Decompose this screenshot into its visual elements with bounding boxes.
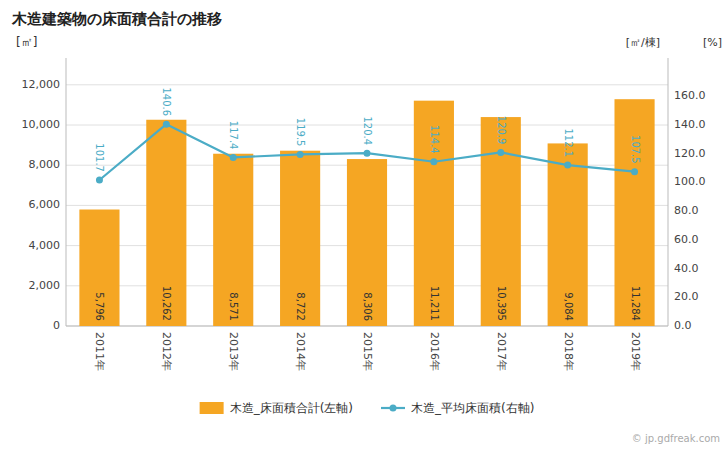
line-marker	[230, 154, 237, 161]
grid	[66, 85, 668, 326]
y2-tick-label: 100.0	[674, 175, 706, 188]
y-tick-label: 6,000	[29, 198, 61, 211]
line-marker	[497, 149, 504, 156]
legend-item: 木造_床面積合計(左軸)	[200, 401, 353, 415]
y2-axis-line	[668, 58, 669, 326]
bar-data-label: 9,084	[563, 292, 574, 321]
bar-data-label: 5,796	[94, 292, 105, 321]
data-labels: 5,796 10,262 8,571 8,722 8,306 11,211 10,395 9,…	[94, 88, 640, 321]
legend-swatch	[200, 402, 224, 414]
x-tick-label: 2017年	[495, 332, 508, 371]
x-tick-label: 2014年	[294, 332, 307, 371]
y-axis-line	[66, 58, 67, 326]
legend-label: 木造_床面積合計(左軸)	[230, 401, 353, 415]
bar	[280, 151, 320, 326]
bar	[481, 117, 521, 326]
annotation: [%]	[703, 36, 722, 49]
y-axis-label: [㎡]	[16, 35, 37, 49]
line-marker	[430, 158, 437, 165]
y-tick-label: 8,000	[29, 158, 61, 171]
line-data-label: 140.6	[161, 88, 172, 117]
line-data-label: 101.7	[94, 143, 105, 172]
bar-data-label: 11,284	[630, 286, 641, 321]
y2-axis-label: [㎡/棟]	[626, 36, 660, 49]
y2-tick-label: 160.0	[674, 89, 706, 102]
x-tick-label: 2018年	[562, 332, 575, 371]
y-tick-label: 4,000	[29, 239, 61, 252]
watermark: © jp.gdfreak.com	[632, 433, 720, 444]
legend-label: 木造_平均床面積(右軸)	[411, 401, 534, 415]
y-tick-label: 0	[53, 319, 60, 332]
line-data-label: 117.4	[228, 121, 239, 150]
grid-line	[66, 84, 668, 85]
y-tick-label: 12,000	[22, 78, 61, 91]
y2-tick-label: 40.0	[674, 262, 699, 275]
title: 木造建築物の床面積合計の推移	[11, 10, 222, 28]
legend: 木造_床面積合計(左軸) 木造_平均床面積(右軸)	[200, 401, 535, 415]
bar-data-label: 10,395	[496, 286, 507, 321]
bar-data-label: 11,211	[429, 286, 440, 321]
x-tick-label: 2011年	[93, 332, 106, 371]
y-tick-label: 10,000	[22, 118, 61, 131]
x-tick-label: 2019年	[629, 332, 642, 371]
bar	[213, 154, 253, 326]
bar-data-label: 8,306	[362, 292, 373, 321]
legend-item: 木造_平均床面積(右軸)	[381, 401, 534, 415]
x-tick-label: 2015年	[361, 332, 374, 371]
bar	[146, 120, 186, 326]
marks	[79, 99, 654, 326]
y2-tick-label: 80.0	[674, 204, 699, 217]
line-data-label: 107.5	[630, 135, 641, 164]
y2-tick-label: 0.0	[674, 319, 692, 332]
line-data-label: 120.4	[362, 117, 373, 146]
legend-marker	[390, 405, 397, 412]
line-marker	[297, 151, 304, 158]
x-tick-label: 2016年	[428, 332, 441, 371]
line-marker	[163, 121, 170, 128]
x-tick-label: 2012年	[160, 332, 173, 371]
line-marker	[364, 150, 371, 157]
line-data-label: 114.4	[429, 125, 440, 154]
line-marker	[564, 162, 571, 169]
bar-data-label: 10,262	[161, 286, 172, 321]
bar	[548, 143, 588, 326]
bar-data-label: 8,571	[228, 292, 239, 321]
y2-tick-label: 20.0	[674, 290, 699, 303]
line-data-label: 112.1	[563, 128, 574, 157]
chart-svg: 木造建築物の床面積合計の推移 0 2,000 4,000 6,000 8,000 10,00…	[0, 0, 728, 450]
bar	[79, 210, 119, 326]
bar	[414, 101, 454, 326]
bar	[614, 99, 654, 326]
line-data-label: 120.9	[496, 116, 507, 145]
y2-tick-label: 60.0	[674, 233, 699, 246]
bar-data-label: 8,722	[295, 292, 306, 321]
y-tick-label: 2,000	[29, 279, 61, 292]
bar	[347, 159, 387, 326]
line-marker	[631, 168, 638, 175]
y2-tick-label: 140.0	[674, 118, 706, 131]
y2-tick-label: 120.0	[674, 147, 706, 160]
x-tick-label: 2013年	[227, 332, 240, 371]
line-marker	[96, 176, 103, 183]
line-data-label: 119.5	[295, 118, 306, 147]
background	[0, 0, 728, 450]
